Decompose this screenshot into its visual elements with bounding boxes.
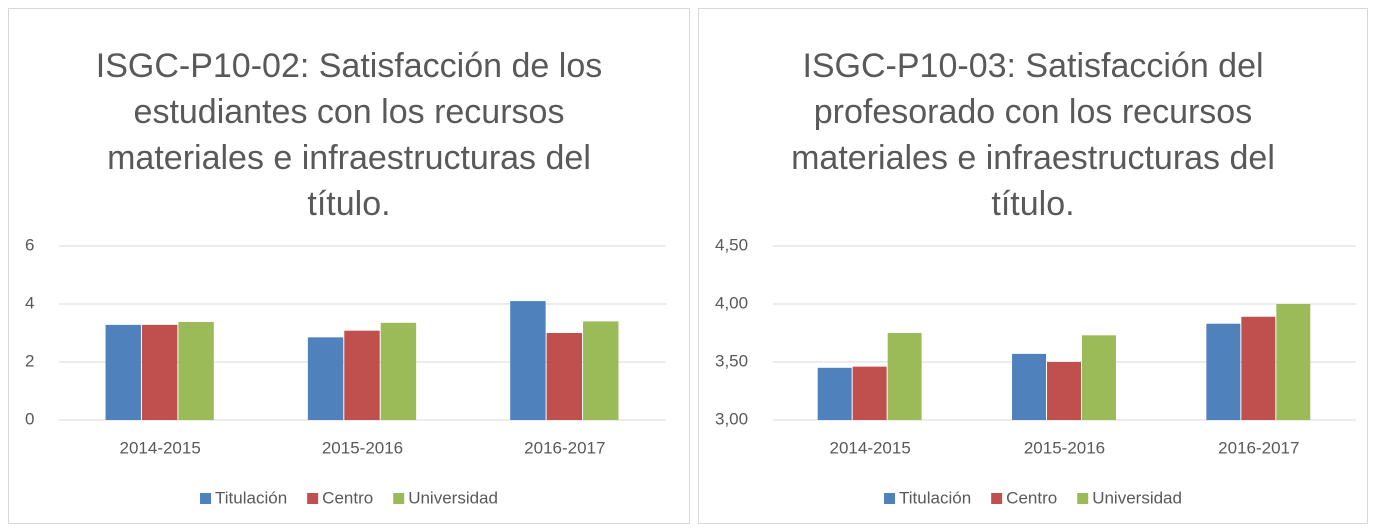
bar bbox=[546, 333, 583, 420]
legend-label: Universidad bbox=[1092, 488, 1182, 507]
bar bbox=[344, 330, 380, 420]
legend-swatch bbox=[393, 493, 405, 504]
bar bbox=[510, 301, 546, 420]
legend-label: Universidad bbox=[408, 488, 498, 507]
x-tick-label: 2014-2015 bbox=[120, 438, 201, 457]
bar bbox=[1081, 335, 1116, 420]
y-tick-label: 2 bbox=[25, 351, 34, 370]
bar bbox=[583, 321, 619, 420]
chart-title: ISGC-P10-03: Satisfacción del profesorad… bbox=[791, 47, 1275, 223]
bar bbox=[178, 321, 214, 420]
bar bbox=[852, 366, 887, 420]
legend-swatch bbox=[991, 493, 1003, 504]
x-tick-label: 2015-2016 bbox=[1024, 438, 1105, 457]
y-tick-label: 3,00 bbox=[715, 409, 748, 428]
legend-swatch bbox=[1077, 493, 1089, 504]
x-tick-label: 2016-2017 bbox=[1218, 438, 1299, 457]
y-tick-label: 3,50 bbox=[715, 351, 748, 370]
legend-swatch bbox=[884, 493, 896, 504]
bar bbox=[817, 367, 852, 420]
x-tick-label: 2015-2016 bbox=[322, 438, 403, 457]
bar bbox=[141, 324, 178, 420]
bar bbox=[887, 333, 922, 420]
legend-swatch bbox=[200, 493, 212, 504]
bar bbox=[105, 324, 141, 420]
legend-label: Titulación bbox=[899, 488, 971, 507]
legend-label: Titulación bbox=[215, 488, 287, 507]
y-tick-label: 0 bbox=[25, 409, 34, 428]
y-tick-label: 4 bbox=[25, 293, 34, 312]
chart-panel: ISGC-P10-02: Satisfacción de los estudia… bbox=[8, 8, 690, 524]
legend-swatch bbox=[307, 493, 319, 504]
bar bbox=[1206, 323, 1241, 420]
bar bbox=[1012, 353, 1047, 420]
y-tick-label: 4,00 bbox=[715, 293, 748, 312]
y-tick-label: 6 bbox=[25, 235, 34, 254]
x-tick-label: 2014-2015 bbox=[830, 438, 911, 457]
x-tick-label: 2016-2017 bbox=[524, 438, 605, 457]
chart-panel: ISGC-P10-03: Satisfacción del profesorad… bbox=[698, 8, 1368, 524]
y-tick-label: 4,50 bbox=[715, 235, 748, 254]
chart: 0 2 4 6 2014-2015 2015-2016 2016-2017 Titulació… bbox=[25, 235, 666, 507]
bar bbox=[1276, 304, 1311, 420]
legend-label: Centro bbox=[1006, 488, 1057, 507]
bar bbox=[307, 337, 344, 420]
chart: 3,00 3,50 4,00 4,50 2014-2015 2015-2016 2016-2… bbox=[715, 235, 1356, 507]
legend-label: Centro bbox=[322, 488, 373, 507]
bar bbox=[1241, 316, 1276, 420]
bar bbox=[1047, 362, 1081, 420]
bar bbox=[380, 322, 417, 420]
chart-title: ISGC-P10-02: Satisfacción de los estudia… bbox=[95, 47, 603, 223]
